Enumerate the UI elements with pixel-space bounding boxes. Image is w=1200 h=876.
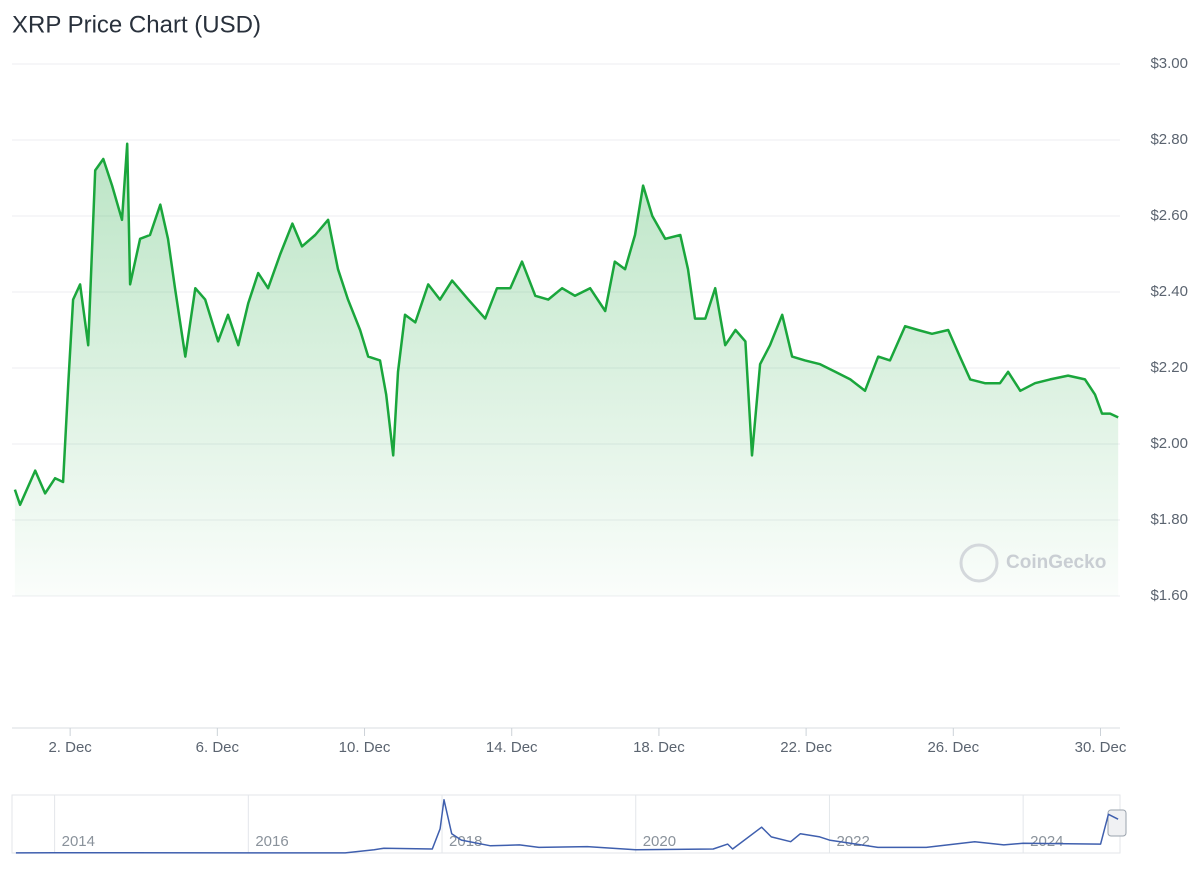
y-tick-label: $1.80 [1150, 511, 1188, 528]
x-tick-label: 30. Dec [1075, 739, 1127, 756]
price-line [15, 799, 1119, 854]
x-tick-label: 18. Dec [633, 739, 685, 756]
y-tick-label: $2.60 [1150, 207, 1188, 224]
price-area [14, 143, 1119, 597]
chart-title: XRP Price Chart (USD) [12, 11, 261, 38]
x-tick-label: 2022 [836, 833, 869, 850]
y-tick-label: $1.60 [1150, 587, 1188, 604]
x-tick-label: 2024 [1030, 833, 1063, 850]
price-line [13, 142, 1119, 507]
watermark-logo [959, 543, 999, 583]
watermark: CoinGecko [1006, 552, 1106, 573]
x-tick-label: 2014 [62, 833, 95, 850]
x-tick-label: 26. Dec [927, 739, 979, 756]
y-tick-label: $2.40 [1150, 283, 1188, 300]
x-tick-label: 2020 [643, 833, 676, 850]
x-tick-label: 6. Dec [196, 739, 240, 756]
y-tick-label: $2.80 [1150, 131, 1188, 148]
x-tick-label: 22. Dec [780, 739, 832, 756]
x-tick-label: 14. Dec [486, 739, 538, 756]
navigator-handle[interactable] [1107, 809, 1127, 837]
x-tick-label: 10. Dec [339, 739, 391, 756]
x-tick-label: 2. Dec [48, 739, 92, 756]
y-tick-label: $2.20 [1150, 359, 1188, 376]
x-tick-label: 2016 [255, 833, 288, 850]
y-tick-label: $3.00 [1150, 55, 1188, 72]
y-tick-label: $2.00 [1150, 435, 1188, 452]
